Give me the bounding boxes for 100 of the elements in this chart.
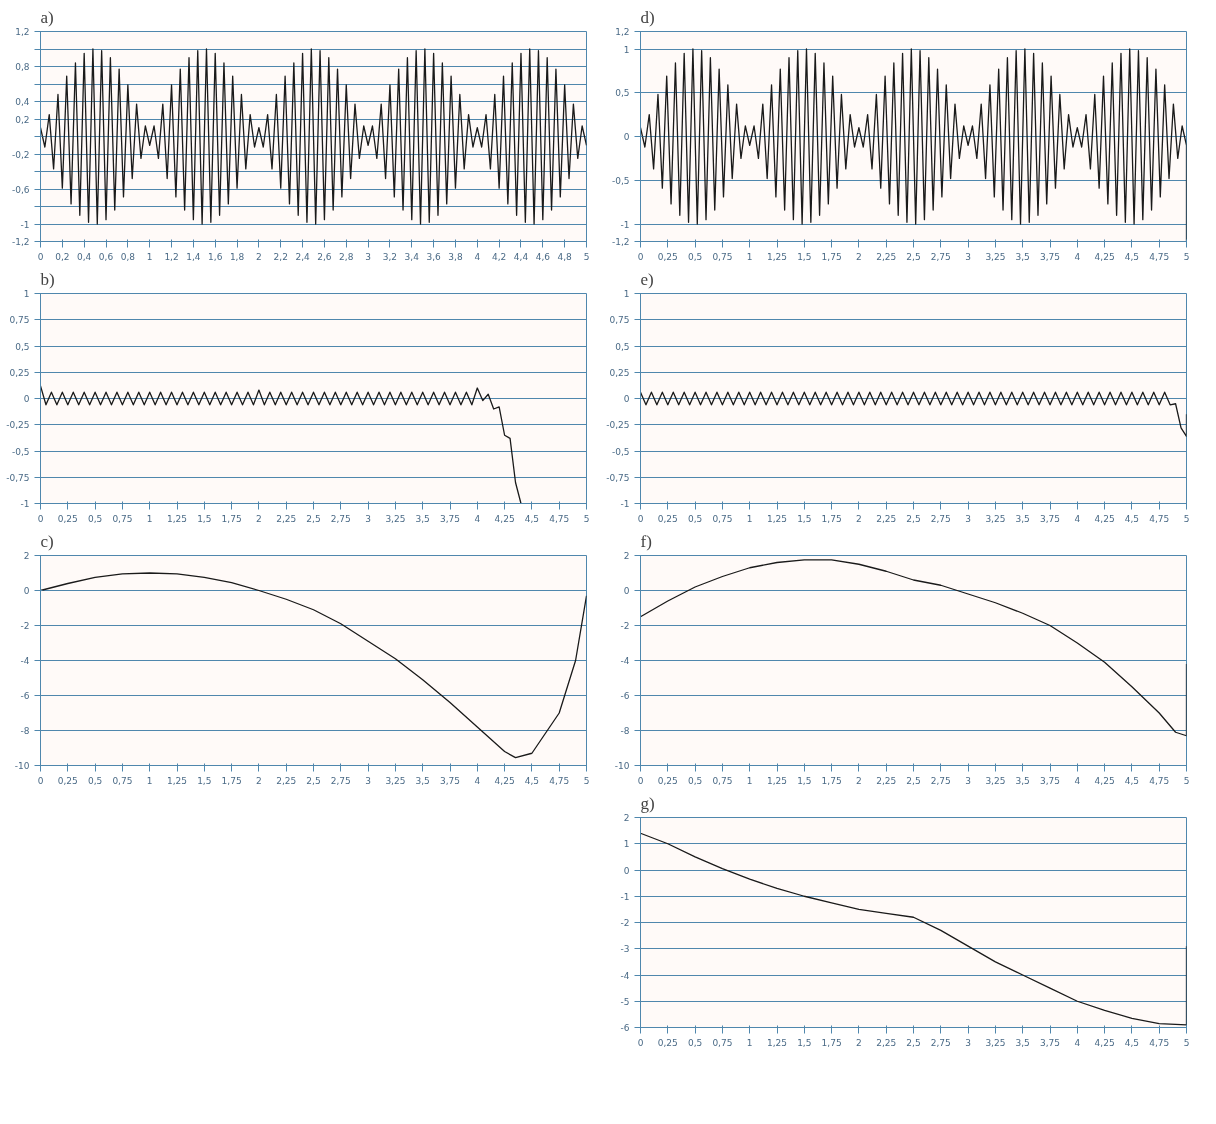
x-tick-label: 1,75 [821,251,842,262]
x-tick-label: 3,25 [985,513,1006,524]
x-tick-label: 4,5 [1124,1037,1140,1048]
y-tick-label: -6 [620,1023,630,1033]
x-tick-label: 0,2 [55,251,70,262]
x-tick-label: 0,75 [112,775,133,786]
x-tick-label: 4 [474,251,481,262]
x-tick-label: 2,75 [330,775,351,786]
x-tick-label: 0,25 [657,251,678,262]
x-tick-label: 5 [1183,775,1190,786]
x-tick-label: 3 [365,251,371,262]
x-tick-label: 2,5 [306,775,321,786]
x-tick-label: 4,6 [535,251,551,262]
x-tick-label: 1,75 [221,513,242,524]
x-tick-label: 0,8 [120,251,136,262]
y-tick-label: -1 [20,219,30,230]
x-tick-label: 2 [856,1037,862,1048]
x-tick-label: 3,25 [985,251,1006,262]
x-tick-label: 2,75 [930,513,951,524]
y-tick-label: -0,75 [6,472,30,483]
x-tick-label: 1,25 [766,251,788,262]
x-tick-label: 0 [37,775,44,786]
x-tick-label: 2,75 [330,513,351,524]
y-tick-label: 0,25 [9,367,30,378]
y-tick-label: 1 [623,289,630,299]
x-tick-label: 4,75 [1149,251,1170,262]
x-tick-label: 4,25 [494,513,515,524]
x-tick-label: 0 [637,775,644,786]
y-tick-label: 1 [623,839,630,850]
x-tick-label: 3 [965,1037,971,1048]
y-tick-label: 0 [623,132,630,142]
y-tick-label: 0 [23,586,30,596]
y-tick-label: -0,25 [606,420,630,431]
x-tick-label: 4,5 [524,775,540,786]
x-tick-label: 4 [1074,513,1081,524]
x-tick-label: 2,5 [906,1037,921,1048]
y-tick-label: 0,25 [609,367,630,378]
y-tick-label: 0,2 [15,114,30,125]
x-tick-label: 1 [746,775,753,786]
y-tick-label: -4 [620,970,630,981]
y-tick-label: -10 [14,761,30,771]
y-tick-label: 1,2 [615,27,630,37]
x-tick-label: 0,25 [657,775,678,786]
x-tick-label: 2,75 [930,1037,951,1048]
x-tick-label: 2,5 [906,513,921,524]
x-tick-label: 4,25 [494,775,515,786]
x-tick-label: 5 [583,775,590,786]
x-tick-label: 1,5 [797,1037,812,1048]
x-tick-label: 3,25 [985,775,1006,786]
y-tick-label: -4 [20,656,30,666]
x-tick-label: 4,5 [1124,513,1140,524]
x-tick-label: 4,5 [1124,251,1140,262]
chart-title: g) [640,793,655,813]
x-tick-label: 3,5 [415,513,430,524]
x-tick-label: 2,25 [876,513,897,524]
x-tick-label: 0,5 [687,775,703,786]
x-tick-label: 3,2 [382,251,398,262]
y-tick-label: -6 [20,691,30,701]
x-tick-label: 0,5 [687,251,703,262]
x-tick-label: 2,5 [306,513,321,524]
x-tick-label: 3 [965,775,971,786]
y-tick-label: -1 [620,219,630,230]
x-tick-label: 3,5 [415,775,430,786]
chart-title: b) [40,269,55,289]
y-tick-label: -1,2 [611,237,630,247]
x-tick-label: 1,75 [221,775,242,786]
chart-title: a) [40,7,54,27]
x-tick-label: 3,5 [1015,513,1030,524]
x-tick-label: 4,75 [1149,513,1170,524]
x-tick-label: 4,75 [1149,1037,1170,1048]
x-tick-label: 1,25 [166,513,188,524]
x-tick-label: 3,75 [439,775,461,786]
y-tick-label: 0 [623,586,630,596]
x-tick-label: 4,2 [491,251,507,262]
x-tick-label: 4 [474,513,481,524]
y-tick-label: -1 [620,499,630,509]
x-tick-label: 2 [256,513,262,524]
x-tick-label: 0,5 [687,513,703,524]
x-tick-label: 1 [746,1037,753,1048]
x-tick-label: 2,25 [276,775,297,786]
y-tick-label: -1 [620,891,630,902]
x-tick-label: 1,25 [766,775,788,786]
x-tick-label: 4,25 [1094,251,1115,262]
y-tick-label: 2 [23,551,30,561]
chart-title: d) [640,7,655,27]
y-tick-label: -2 [20,621,30,631]
x-tick-label: 0 [37,513,44,524]
x-tick-label: 4 [1074,251,1081,262]
x-tick-label: 3,5 [1015,251,1030,262]
y-tick-label: -4 [620,656,630,666]
x-tick-label: 0 [637,513,644,524]
y-tick-label: -2 [620,621,630,631]
x-tick-label: 1 [146,513,153,524]
x-tick-label: 4,25 [1094,775,1115,786]
x-tick-label: 1,75 [821,775,842,786]
y-tick-label: -0,5 [611,446,630,457]
x-tick-label: 0,75 [712,1037,733,1048]
x-tick-label: 0,25 [657,1037,678,1048]
x-tick-label: 1 [746,513,753,524]
x-tick-label: 4,4 [513,251,529,262]
